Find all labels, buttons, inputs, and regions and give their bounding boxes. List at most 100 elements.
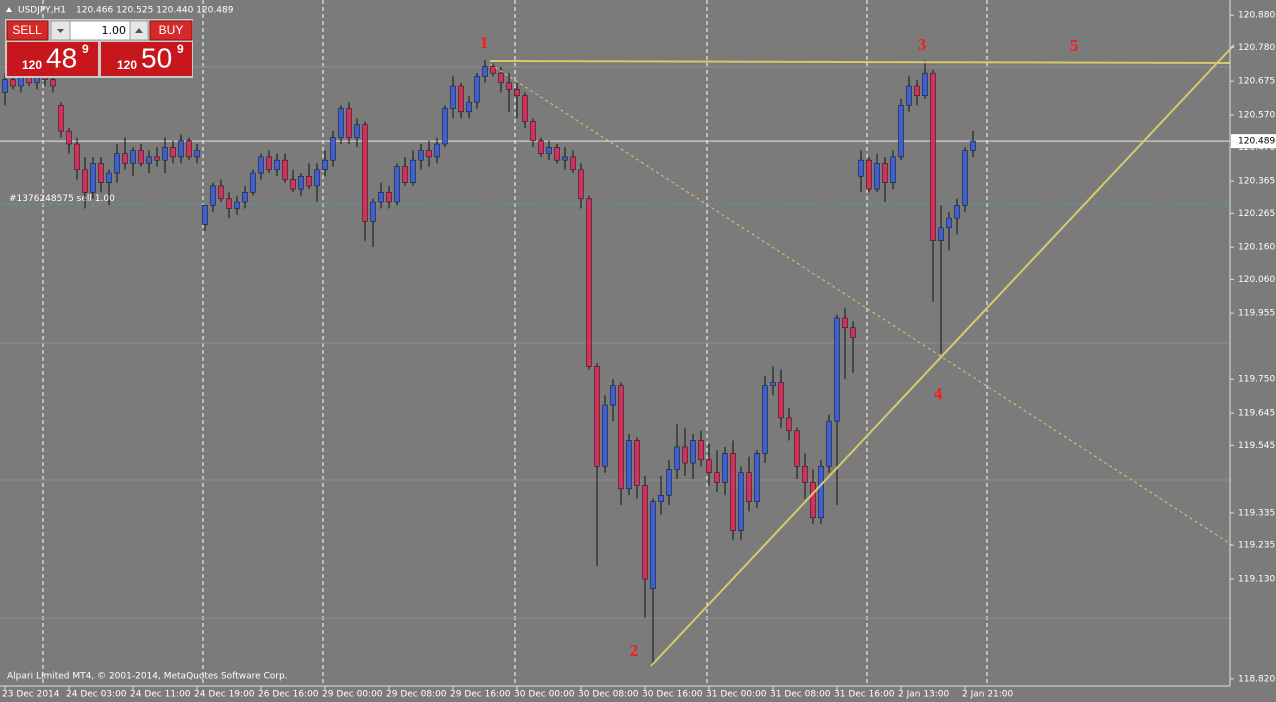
candle-body	[138, 150, 144, 164]
candle-body	[474, 76, 480, 103]
candle-body	[578, 169, 584, 200]
sell-label[interactable]: SELL	[12, 23, 42, 37]
candle-body	[682, 446, 688, 464]
x-tick-label: 24 Dec 19:00	[194, 690, 255, 700]
candle-body	[738, 472, 744, 531]
candle-body	[570, 156, 576, 171]
candle-body	[298, 176, 304, 190]
candle-body	[922, 72, 928, 96]
x-tick-label: 30 Dec 00:00	[514, 690, 575, 700]
candle-body	[962, 150, 968, 206]
y-tick-label: 118.820	[1238, 674, 1275, 684]
candle-body	[698, 440, 704, 461]
candle-body	[762, 385, 768, 454]
candle-body	[370, 201, 376, 222]
candle-body	[266, 156, 272, 171]
candle-body	[658, 494, 664, 502]
candle-body	[354, 124, 360, 138]
candle-body	[778, 382, 784, 419]
candle-body	[2, 79, 8, 93]
x-tick-label: 29 Dec 08:00	[386, 690, 447, 700]
y-tick-label: 119.335	[1238, 508, 1275, 518]
annotation: 2	[630, 641, 639, 660]
candle-body	[554, 147, 560, 161]
buy-label[interactable]: BUY	[159, 23, 184, 37]
x-tick-label: 24 Dec 03:00	[66, 690, 127, 700]
candle-body	[410, 159, 416, 183]
candle-body	[626, 440, 632, 490]
candle-body	[754, 453, 760, 502]
y-tick-label: 120.060	[1238, 275, 1275, 285]
candle-body	[306, 176, 312, 187]
candle-body	[946, 217, 952, 229]
x-tick-label: 26 Dec 16:00	[258, 690, 319, 700]
candle-body	[810, 482, 816, 519]
candle-body	[746, 472, 752, 502]
buy-button[interactable]	[149, 20, 193, 41]
y-tick-label: 119.545	[1238, 441, 1275, 451]
trade-panel: SELL 1.00 BUY 120 48 9 120 50 9	[5, 19, 193, 78]
annotation: 4	[934, 384, 943, 403]
level-lines	[0, 66, 1230, 619]
candle-body	[786, 417, 792, 432]
candle-body	[122, 153, 128, 164]
candle-body	[338, 108, 344, 138]
candle-body	[322, 159, 328, 171]
candle-body	[882, 163, 888, 183]
candle-body	[706, 459, 712, 473]
y-tick-label: 119.235	[1238, 541, 1275, 551]
candle-body	[562, 156, 568, 161]
sell-price-box[interactable]	[7, 42, 98, 76]
candle-body	[114, 153, 120, 174]
candle-body	[866, 159, 872, 190]
candle-body	[154, 156, 160, 161]
quote: 120.466 120.525 120.440 120.489	[76, 6, 234, 16]
current-price-box	[1231, 134, 1276, 149]
candle-body	[938, 227, 944, 241]
candle-body	[218, 185, 224, 200]
candle-body	[730, 453, 736, 531]
candle-body	[146, 156, 152, 164]
candle-body	[618, 385, 624, 490]
y-tick-label: 120.880	[1238, 11, 1275, 21]
candle-body	[690, 440, 696, 464]
y-tick-label: 119.645	[1238, 409, 1275, 419]
y-tick-label: 120.780	[1238, 43, 1275, 53]
candle-body	[194, 150, 200, 158]
candle-body	[826, 420, 832, 467]
x-tick-label: 31 Dec 00:00	[706, 690, 767, 700]
candle-body	[250, 172, 256, 193]
candle-body	[954, 205, 960, 219]
candle-body	[498, 72, 504, 84]
candle-body	[394, 166, 400, 203]
candle-body	[642, 485, 648, 580]
candle-body	[802, 465, 808, 483]
candle-body	[906, 85, 912, 106]
candle-body	[282, 159, 288, 180]
annotation: 5	[1070, 36, 1079, 55]
collapse-icon[interactable]	[6, 7, 12, 12]
y-tick-label: 120.675	[1238, 77, 1275, 87]
candle-body	[850, 327, 856, 338]
candle-body	[514, 89, 520, 96]
candle-body	[482, 66, 488, 77]
candle-body	[530, 121, 536, 142]
candle-body	[186, 140, 192, 158]
candle-body	[914, 85, 920, 96]
x-tick-label: 23 Dec 2014	[2, 690, 60, 700]
candle-body	[586, 198, 592, 367]
candle-body	[770, 382, 776, 386]
candle-body	[426, 150, 432, 158]
candle-body	[106, 172, 112, 183]
up-arrow	[135, 28, 143, 33]
candle-body	[202, 205, 208, 225]
lot-value: 1.00	[102, 24, 127, 37]
buy-price-box[interactable]	[101, 42, 192, 76]
candle-body	[290, 179, 296, 190]
sell-button[interactable]	[6, 20, 49, 41]
candle-body	[818, 465, 824, 519]
candle-body	[794, 430, 800, 467]
candle-body	[50, 79, 56, 87]
